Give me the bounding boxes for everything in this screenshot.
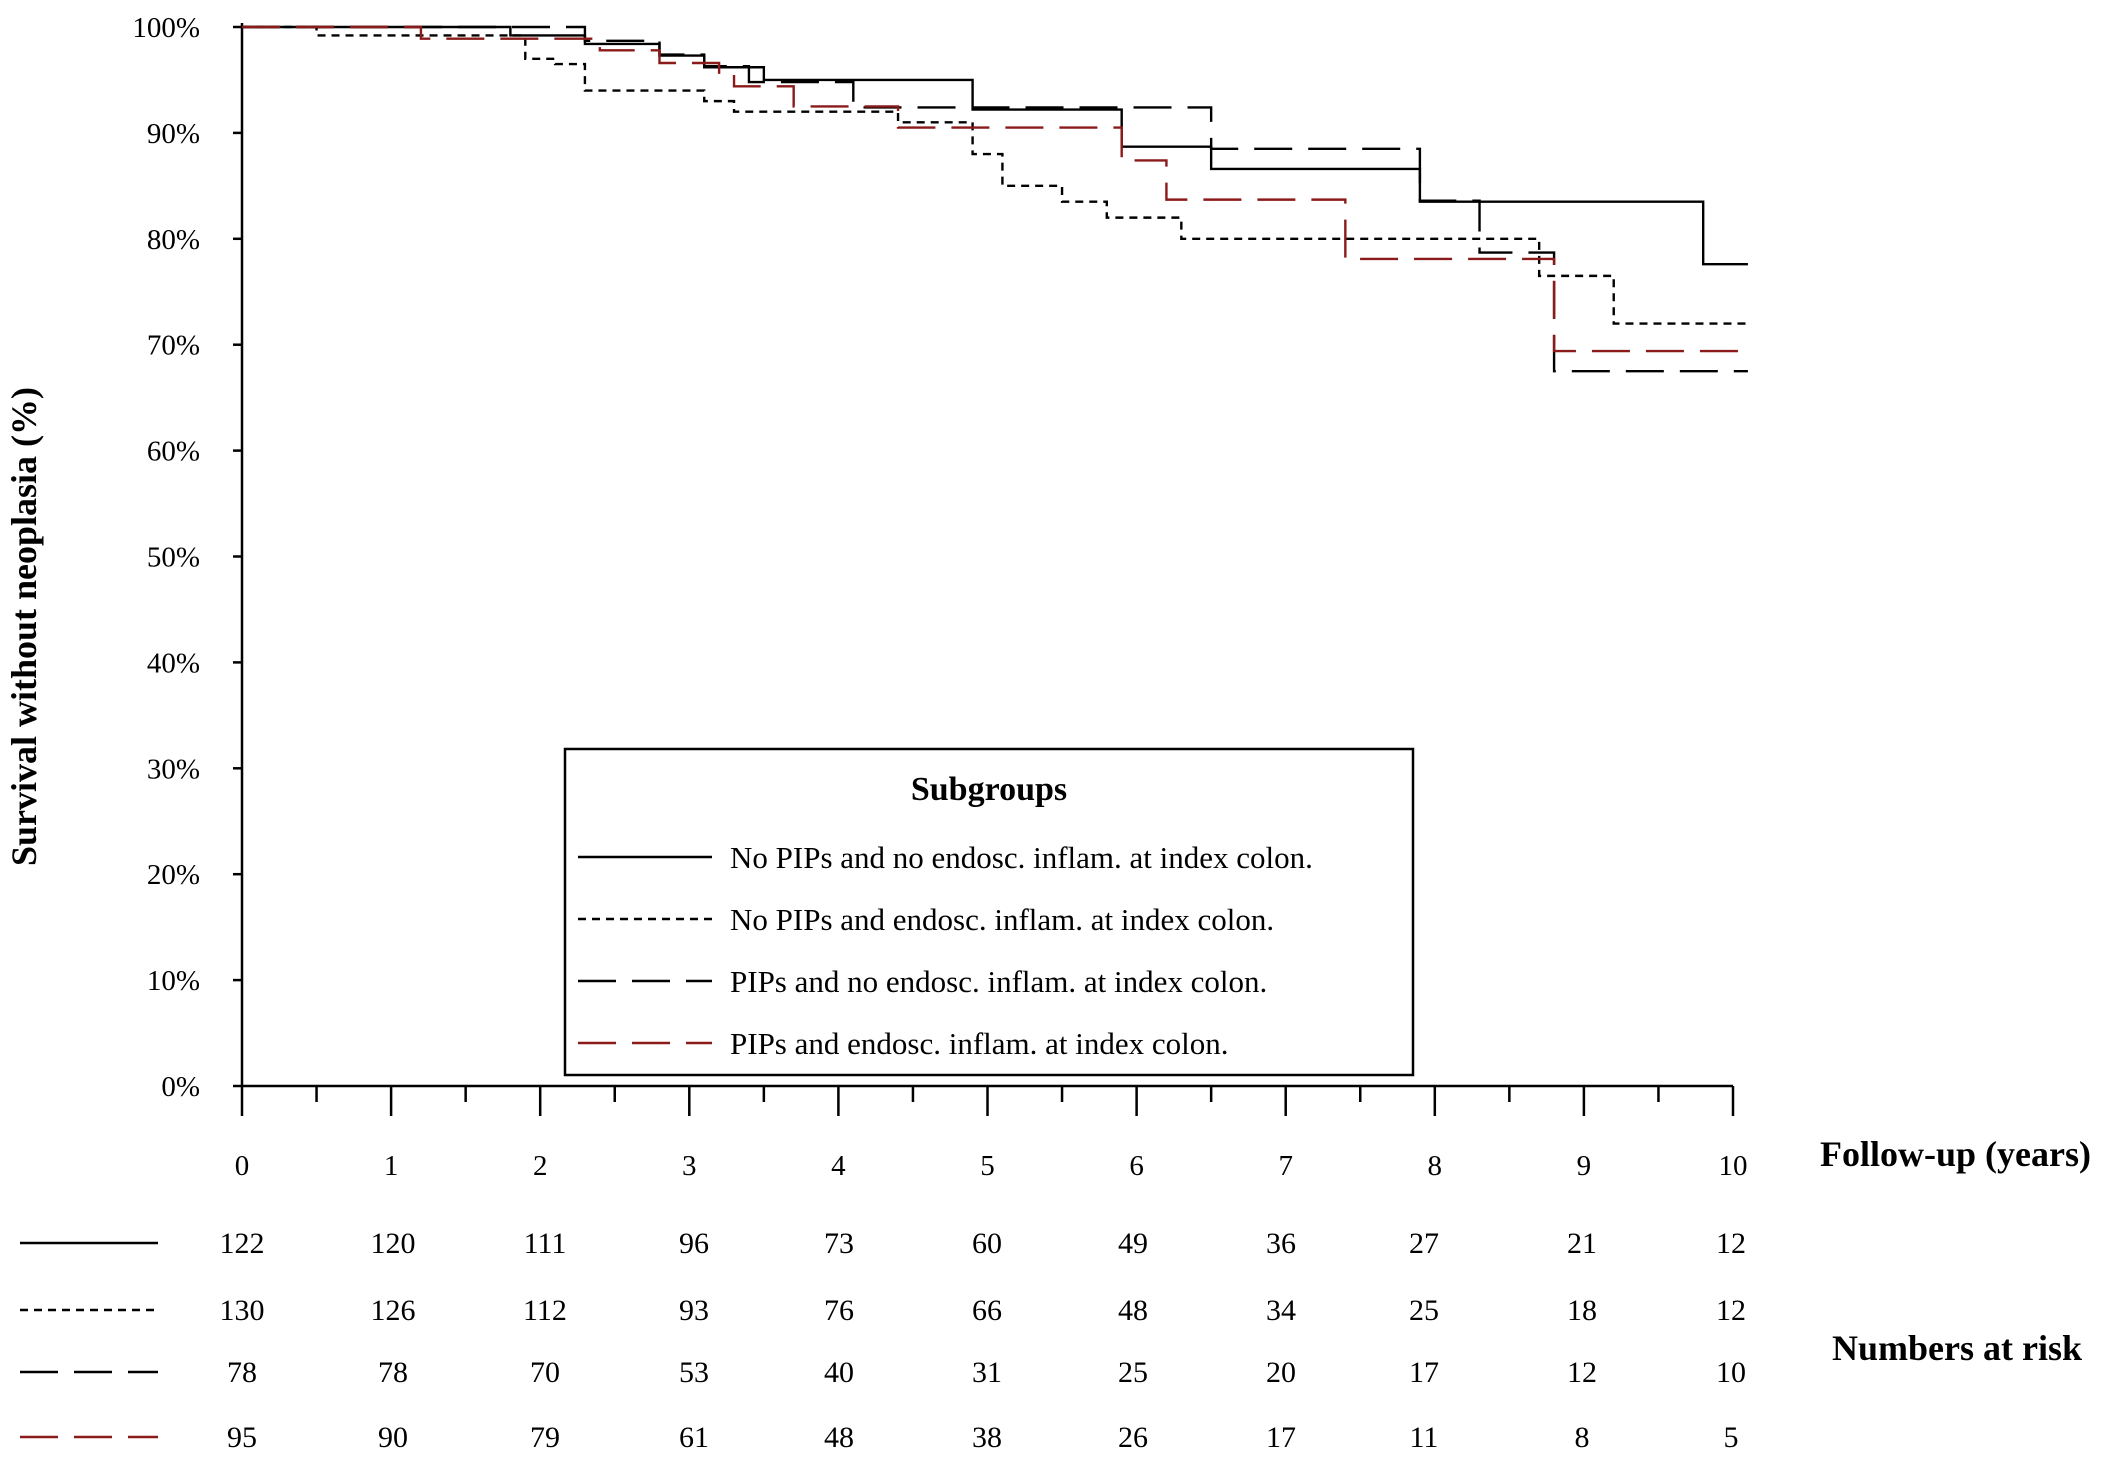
legend-label-1: No PIPs and no endosc. inflam. at index … <box>730 840 1313 875</box>
legend-title: Subgroups <box>911 771 1067 808</box>
risk-count: 5 <box>1724 1421 1739 1454</box>
risk-count: 17 <box>1409 1356 1439 1389</box>
y-tick-label: 90% <box>147 118 200 150</box>
risk-count: 61 <box>679 1421 709 1454</box>
risk-count: 27 <box>1409 1227 1439 1260</box>
risk-count: 53 <box>679 1356 709 1389</box>
risk-count: 96 <box>679 1227 709 1260</box>
risk-count: 90 <box>378 1421 408 1454</box>
x-tick-label: 5 <box>980 1150 995 1182</box>
x-tick-label: 6 <box>1129 1150 1144 1182</box>
risk-count: 12 <box>1716 1294 1746 1327</box>
risk-count: 40 <box>824 1356 854 1389</box>
series-line-1 <box>242 25 1748 266</box>
x-tick-label: 3 <box>682 1150 697 1182</box>
risk-count: 17 <box>1266 1421 1296 1454</box>
x-tick-label: 10 <box>1719 1150 1748 1182</box>
risk-count: 12 <box>1716 1227 1746 1260</box>
risk-count: 66 <box>972 1294 1002 1327</box>
risk-count: 34 <box>1266 1294 1296 1327</box>
series-group <box>242 25 1748 373</box>
risk-count: 126 <box>371 1294 416 1327</box>
series-line-4 <box>242 25 1748 353</box>
y-tick-label: 50% <box>147 542 200 574</box>
risk-count: 73 <box>824 1227 854 1260</box>
risk-count: 18 <box>1567 1294 1597 1327</box>
risk-count: 20 <box>1266 1356 1296 1389</box>
risk-count: 70 <box>530 1356 560 1389</box>
legend-box <box>563 747 1415 1077</box>
axes: 0% 10% 20% 30% 40% 50% 60% 70% 80% 90% 100% 0 1 2 3 4 5 6… <box>4 12 2091 1182</box>
risk-count: 25 <box>1409 1294 1439 1327</box>
risk-count: 49 <box>1118 1227 1148 1260</box>
x-tick-label: 7 <box>1278 1150 1293 1182</box>
y-tick-label: 20% <box>147 859 200 891</box>
y-tick-label: 30% <box>147 753 200 785</box>
risk-count: 122 <box>220 1227 265 1260</box>
risk-count: 111 <box>524 1227 567 1260</box>
legend-label-2: No PIPs and endosc. inflam. at index col… <box>730 902 1274 937</box>
risk-count: 79 <box>530 1421 560 1454</box>
x-tick-label: 1 <box>384 1150 399 1182</box>
risk-count: 26 <box>1118 1421 1148 1454</box>
y-tick-label: 80% <box>147 224 200 256</box>
y-tick-label: 60% <box>147 436 200 468</box>
series-line-3 <box>242 25 1748 373</box>
series-line-2 <box>242 25 1748 325</box>
y-tick-label: 100% <box>132 12 200 44</box>
y-tick-label: 0% <box>161 1071 200 1103</box>
risk-count: 112 <box>523 1294 567 1327</box>
risk-count: 78 <box>378 1356 408 1389</box>
risk-count: 21 <box>1567 1227 1597 1260</box>
risk-count: 95 <box>227 1421 257 1454</box>
risk-count: 60 <box>972 1227 1002 1260</box>
y-tick-label: 40% <box>147 647 200 679</box>
legend: Subgroups No PIPs and no endosc. inflam. … <box>563 747 1415 1077</box>
risk-count: 38 <box>972 1421 1002 1454</box>
y-tick-label: 70% <box>147 330 200 362</box>
legend-label-3: PIPs and no endosc. inflam. at index col… <box>730 964 1267 999</box>
legend-label-4: PIPs and endosc. inflam. at index colon. <box>730 1026 1229 1061</box>
risk-count: 8 <box>1575 1421 1590 1454</box>
risk-count: 25 <box>1118 1356 1148 1389</box>
risk-count: 48 <box>824 1421 854 1454</box>
risk-count: 36 <box>1266 1227 1296 1260</box>
risk-count: 78 <box>227 1356 257 1389</box>
risk-count: 10 <box>1716 1356 1746 1389</box>
x-tick-label: 0 <box>235 1150 250 1182</box>
y-axis-title: Survival without neoplasia (%) <box>4 387 44 866</box>
x-axis-title: Follow-up (years) <box>1820 1134 2091 1174</box>
x-tick-label: 8 <box>1428 1150 1443 1182</box>
risk-count: 130 <box>220 1294 265 1327</box>
risk-count: 93 <box>679 1294 709 1327</box>
x-tick-label: 9 <box>1577 1150 1592 1182</box>
x-tick-label: 4 <box>831 1150 846 1182</box>
risk-count: 120 <box>371 1227 416 1260</box>
risk-count: 11 <box>1410 1421 1439 1454</box>
risk-table-label: Numbers at risk <box>1832 1328 2082 1368</box>
risk-count: 48 <box>1118 1294 1148 1327</box>
y-tick-label: 10% <box>147 965 200 997</box>
risk-count: 12 <box>1567 1356 1597 1389</box>
x-tick-label: 2 <box>533 1150 548 1182</box>
risk-count: 76 <box>824 1294 854 1327</box>
risk-count: 31 <box>972 1356 1002 1389</box>
